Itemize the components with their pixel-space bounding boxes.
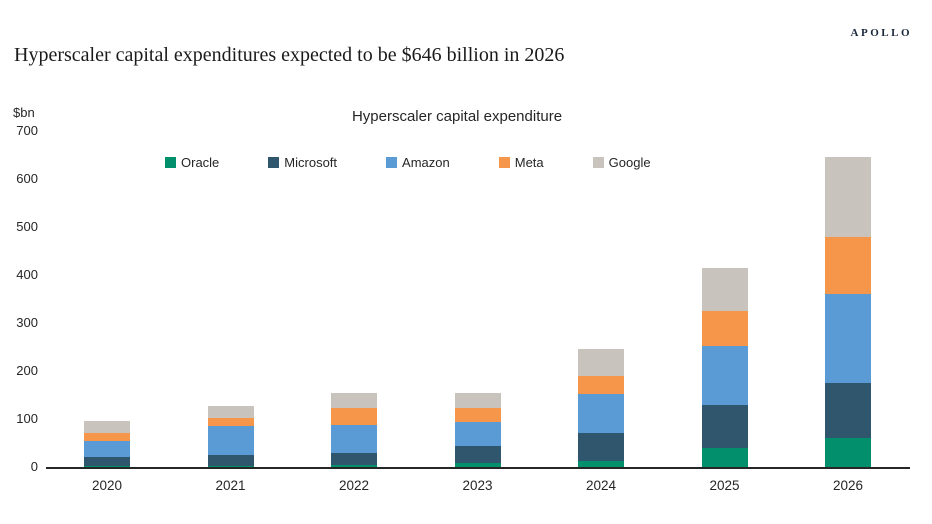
chart-title: Hyperscaler capital expenditure <box>351 108 563 125</box>
y-tick-500: 500 <box>16 219 38 234</box>
chart-legend: Oracle Microsoft Amazon Meta Google <box>165 155 651 170</box>
page-title: Hyperscaler capital expenditures expecte… <box>14 44 565 66</box>
bar-2026 <box>825 156 871 467</box>
bar-segment-meta-2026 <box>825 236 871 295</box>
bar-segment-meta-2020 <box>84 432 130 441</box>
bar-segment-oracle-2026 <box>825 438 871 467</box>
bar-segment-google-2024 <box>578 349 624 376</box>
legend-label-amazon: Amazon <box>402 155 450 170</box>
bar-segment-oracle-2021 <box>207 466 254 467</box>
bar-segment-oracle-2024 <box>578 460 624 467</box>
bar-segment-oracle-2020 <box>84 466 130 467</box>
y-tick-700: 700 <box>16 123 38 138</box>
legend-swatch-oracle <box>165 157 176 168</box>
x-label-2023: 2023 <box>462 478 493 493</box>
bar-segment-meta-2023 <box>454 408 501 422</box>
x-label-2026: 2026 <box>832 478 864 493</box>
legend-item-oracle: Oracle <box>165 155 219 170</box>
bar-2025 <box>701 267 748 467</box>
legend-label-microsoft: Microsoft <box>284 155 338 170</box>
bar-segment-microsoft-2023 <box>454 446 501 464</box>
y-tick-200: 200 <box>16 363 38 378</box>
bar-2023 <box>454 392 501 467</box>
bar-segment-amazon-2021 <box>207 426 254 455</box>
bar-segment-amazon-2025 <box>701 345 748 405</box>
bar-segment-meta-2025 <box>701 311 748 346</box>
x-label-2024: 2024 <box>585 478 617 493</box>
bar-2021 <box>207 406 254 467</box>
bar-segment-amazon-2024 <box>578 393 624 433</box>
x-label-2025: 2025 <box>709 478 740 493</box>
bar-segment-google-2026 <box>825 156 871 237</box>
x-label-2022: 2022 <box>338 478 370 493</box>
bar-segment-microsoft-2022 <box>331 452 377 465</box>
legend-swatch-google <box>592 157 604 168</box>
bar-segment-microsoft-2025 <box>701 404 748 448</box>
bar-segment-google-2021 <box>207 406 254 419</box>
bar-segment-oracle-2025 <box>701 447 748 467</box>
y-tick-600: 600 <box>16 171 38 186</box>
y-tick-0: 0 <box>30 459 38 474</box>
y-tick-100: 100 <box>16 411 38 426</box>
bar-segment-meta-2022 <box>331 408 377 425</box>
bar-segment-microsoft-2021 <box>207 454 254 467</box>
legend-label-meta: Meta <box>514 155 544 170</box>
legend-label-google: Google <box>608 155 651 170</box>
apollo-logo: APOLLO <box>850 27 912 39</box>
bar-segment-google-2023 <box>454 392 501 409</box>
y-tick-300: 300 <box>16 315 38 330</box>
bar-segment-oracle-2023 <box>454 463 501 467</box>
legend-item-amazon: Amazon <box>386 155 450 170</box>
legend-item-meta: Meta <box>498 155 544 170</box>
bar-segment-google-2020 <box>84 421 130 433</box>
bar-segment-meta-2024 <box>578 375 624 394</box>
bar-2024 <box>578 349 624 467</box>
bar-segment-google-2025 <box>701 267 748 312</box>
legend-swatch-microsoft <box>268 157 280 168</box>
bar-segment-oracle-2022 <box>331 464 377 467</box>
bar-segment-microsoft-2020 <box>84 456 130 467</box>
bar-segment-google-2022 <box>331 392 377 409</box>
bar-segment-amazon-2023 <box>454 421 501 447</box>
bar-segment-amazon-2022 <box>331 424 377 453</box>
plot-area <box>46 131 910 469</box>
legend-swatch-meta <box>498 157 510 168</box>
x-label-2021: 2021 <box>215 478 246 493</box>
legend-swatch-amazon <box>386 157 398 168</box>
x-label-2020: 2020 <box>91 478 123 493</box>
legend-item-google: Google <box>592 155 651 170</box>
bar-segment-microsoft-2024 <box>578 432 624 461</box>
bar-segment-meta-2021 <box>207 418 254 427</box>
y-tick-400: 400 <box>16 267 38 282</box>
bar-segment-microsoft-2026 <box>825 383 871 439</box>
legend-label-oracle: Oracle <box>181 155 220 170</box>
bar-segment-amazon-2026 <box>825 294 871 384</box>
legend-item-microsoft: Microsoft <box>268 155 337 170</box>
y-axis-unit-label: $bn <box>13 105 35 120</box>
bar-2022 <box>331 392 377 467</box>
bar-2020 <box>84 421 130 467</box>
bar-segment-amazon-2020 <box>84 440 130 457</box>
